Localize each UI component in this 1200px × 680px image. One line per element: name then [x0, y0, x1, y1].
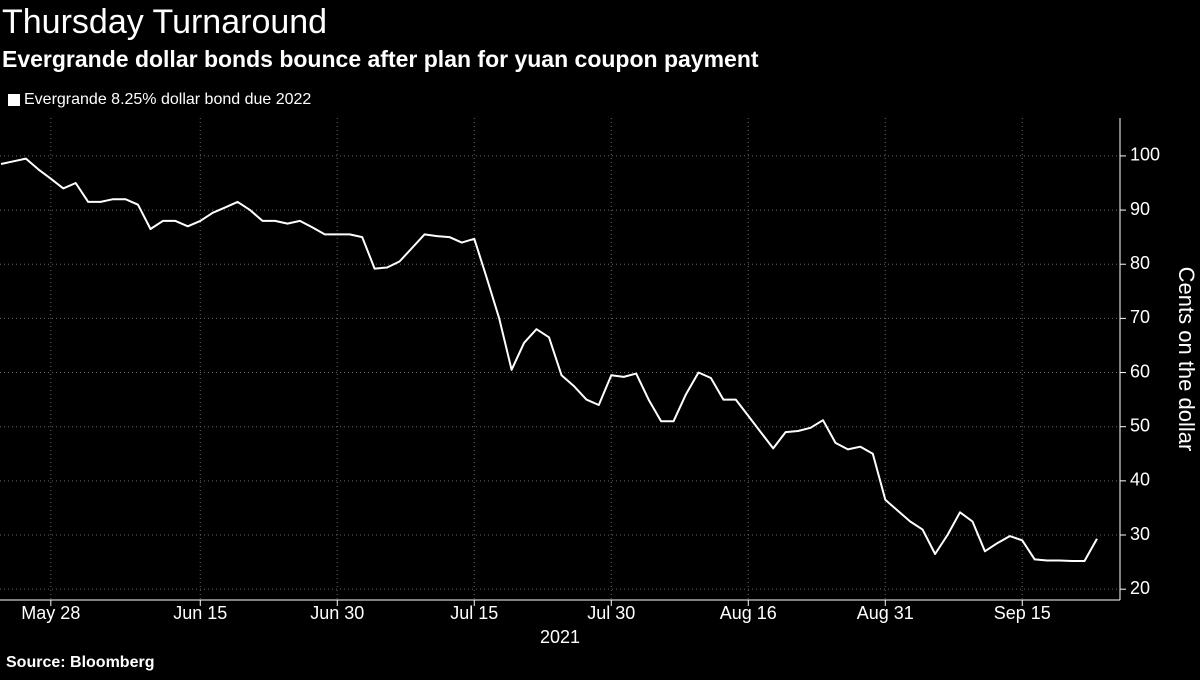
y-tick-label: 40	[1130, 470, 1150, 490]
y-tick-label: 30	[1130, 524, 1150, 544]
x-tick-label: Aug 31	[857, 603, 914, 623]
x-tick-label: Jun 30	[310, 603, 364, 623]
x-tick-label: Jul 15	[450, 603, 498, 623]
chart-subtitle: Evergrande dollar bonds bounce after pla…	[2, 46, 759, 72]
y-axis-title: Cents on the dollar	[1174, 267, 1199, 452]
x-group-label: 2021	[540, 627, 580, 647]
y-tick-label: 80	[1130, 253, 1150, 273]
source-note: Source: Bloomberg	[6, 654, 154, 671]
legend-label: Evergrande 8.25% dollar bond due 2022	[24, 91, 311, 108]
x-tick-label: May 28	[21, 603, 80, 623]
y-tick-label: 50	[1130, 415, 1150, 435]
chart-title: Thursday Turnaround	[2, 3, 327, 41]
x-tick-label: Sep 15	[994, 603, 1051, 623]
data-line	[0, 157, 1098, 562]
legend-swatch	[8, 94, 20, 106]
y-tick-label: 60	[1130, 361, 1150, 381]
y-tick-label: 100	[1130, 145, 1160, 165]
y-tick-label: 70	[1130, 307, 1150, 327]
x-tick-label: Jun 15	[173, 603, 227, 623]
y-tick-label: 90	[1130, 199, 1150, 219]
y-tick-label: 20	[1130, 578, 1150, 598]
x-tick-label: Aug 16	[720, 603, 777, 623]
x-tick-label: Jul 30	[587, 603, 635, 623]
